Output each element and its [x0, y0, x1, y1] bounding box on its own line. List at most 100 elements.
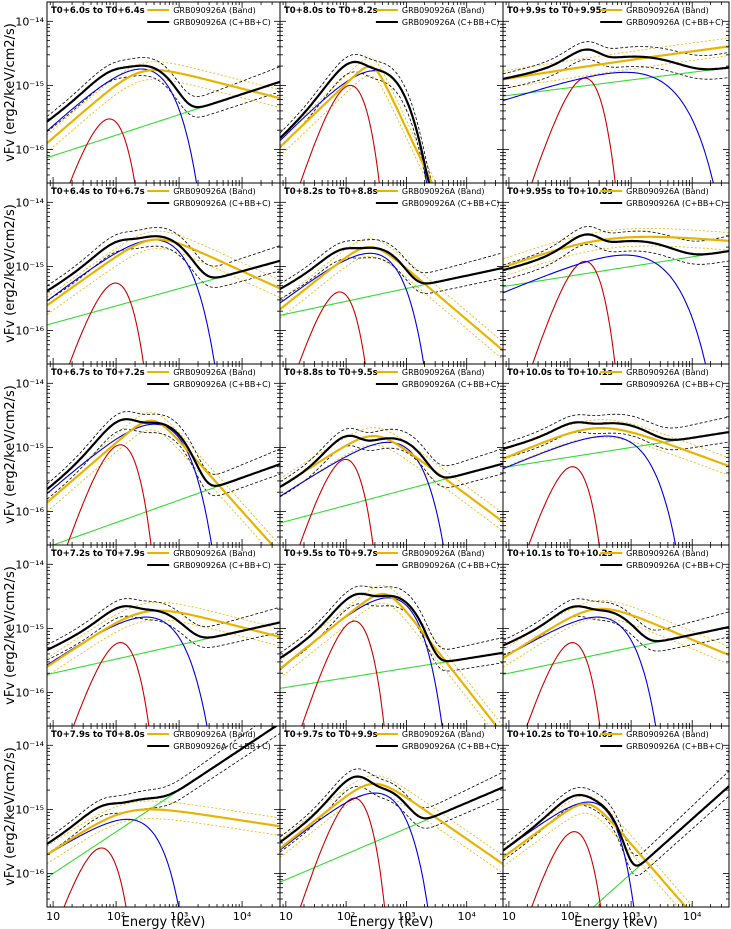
x-tick-label: 10²	[561, 910, 579, 923]
legend-label-band: GRB090926A (Band)	[173, 730, 256, 739]
blackbody-component	[526, 642, 601, 726]
model-upper-bound	[47, 227, 280, 287]
total-model-line	[280, 775, 503, 843]
total-model-line	[503, 605, 729, 647]
total-model-line	[280, 592, 503, 663]
model-upper-bound	[47, 57, 280, 117]
model-upper-bound	[47, 411, 280, 485]
model-lower-bound	[503, 59, 729, 90]
band-upper-bound	[47, 411, 280, 545]
model-lower-bound	[503, 795, 729, 876]
blackbody-component	[72, 642, 150, 726]
band-model-line	[503, 607, 729, 660]
band-lower-bound	[47, 429, 265, 545]
panel-frame	[279, 544, 504, 727]
x-axis-label: Energy (keV)	[350, 915, 434, 929]
total-model-line	[503, 421, 729, 450]
panel-frame	[502, 1, 730, 184]
blackbody-component	[299, 797, 386, 907]
y-axis-label: vFv (erg2/keV/cm2/s)	[3, 23, 18, 162]
legend-label-band: GRB090926A (Band)	[402, 187, 485, 196]
spectrum-panel: T0+10.2s to T0+10.6s GRB090926A (Band) GRB…	[502, 725, 730, 923]
panel-title: T0+10.1s to T0+10.2s	[507, 549, 613, 559]
legend-label-total: GRB090926A (C+BB+C)	[626, 742, 724, 751]
band-lower-bound	[280, 444, 503, 532]
band-model-line	[47, 808, 280, 856]
blackbody-component	[299, 84, 380, 183]
model-upper-bound	[280, 54, 433, 183]
legend-label-total: GRB090926A (C+BB+C)	[402, 199, 500, 208]
model-upper-bound	[280, 239, 503, 285]
cutoff-component	[503, 71, 714, 183]
band-upper-bound	[503, 795, 694, 907]
panel-title: T0+6.0s to T0+6.4s	[51, 6, 145, 16]
model-upper-bound	[503, 770, 729, 857]
y-tick-label: 10⁻¹⁴	[15, 377, 44, 390]
panel-title: T0+10.2s to T0+10.6s	[507, 730, 613, 740]
panel-title: T0+6.7s to T0+7.2s	[51, 368, 145, 378]
total-model-line	[503, 48, 729, 80]
x-axis-label: Energy (keV)	[122, 915, 206, 929]
model-lower-bound	[47, 75, 280, 132]
blackbody-component	[531, 77, 616, 183]
blackbody-component	[531, 831, 602, 907]
model-upper-bound	[280, 768, 503, 838]
legend-label-total: GRB090926A (C+BB+C)	[173, 561, 271, 570]
blackbody-component	[528, 466, 600, 545]
y-tick-label: 10⁻¹⁵	[15, 803, 44, 816]
panel-title: T0+9.5s to T0+9.7s	[284, 549, 378, 559]
band-lower-bound	[47, 818, 280, 865]
legend-label-total: GRB090926A (C+BB+C)	[402, 380, 500, 389]
legend-label-total: GRB090926A (C+BB+C)	[173, 742, 271, 751]
y-tick-label: 10⁻¹⁵	[15, 260, 44, 273]
y-axis-label: vFv (erg2/keV/cm2/s)	[3, 385, 18, 524]
model-lower-bound	[47, 245, 280, 302]
y-tick-label: 10⁻¹⁶	[15, 686, 44, 699]
legend-label-band: GRB090926A (Band)	[626, 368, 709, 377]
model-lower-bound	[280, 603, 503, 672]
band-model-line	[280, 782, 503, 865]
blackbody-component	[301, 620, 385, 726]
legend-label-total: GRB090926A (C+BB+C)	[402, 561, 500, 570]
panel-title: T0+10.0s to T0+10.1s	[507, 368, 613, 378]
blackbody-component	[299, 458, 374, 545]
x-tick-label: 10³	[397, 910, 415, 923]
band-lower-bound	[503, 617, 729, 668]
blackbody-component	[69, 118, 136, 183]
band-upper-bound	[280, 585, 503, 726]
band-upper-bound	[280, 57, 437, 183]
model-upper-bound	[47, 726, 257, 840]
y-axis-label: vFv (erg2/keV/cm2/s)	[3, 747, 18, 886]
total-model-line	[280, 60, 431, 183]
band-lower-bound	[503, 436, 729, 476]
model-lower-bound	[503, 431, 729, 460]
cutoff-component	[47, 68, 198, 183]
spectrum-panel: T0+6.0s to T0+6.4s GRB090926A (Band) GRB09…	[15, 1, 281, 184]
powerlaw-component	[592, 785, 729, 907]
band-model-line	[47, 609, 280, 668]
panel-frame	[46, 363, 281, 546]
band-lower-bound	[280, 792, 503, 874]
band-lower-bound	[47, 248, 280, 315]
y-axis-label: vFv (erg2/keV/cm2/s)	[3, 204, 18, 343]
cutoff-component	[503, 616, 657, 726]
blackbody-component	[298, 291, 366, 364]
legend-label-total: GRB090926A (C+BB+C)	[173, 380, 271, 389]
total-model-line	[280, 434, 503, 488]
spectrum-panel: T0+9.7s to T0+9.9s GRB090926A (Band) GRB09…	[279, 725, 504, 923]
legend-label-total: GRB090926A (C+BB+C)	[626, 561, 724, 570]
total-model-line	[47, 235, 280, 292]
band-model-line	[280, 592, 498, 726]
band-upper-bound	[47, 230, 280, 298]
band-upper-bound	[280, 427, 503, 514]
legend-label-band: GRB090926A (Band)	[173, 6, 256, 15]
legend-label-total: GRB090926A (C+BB+C)	[402, 18, 500, 27]
y-tick-label: 10⁻¹⁶	[15, 324, 44, 337]
spectrum-panel: T0+7.9s to T0+8.0s GRB090926A (Band) GRB09…	[15, 725, 281, 923]
band-lower-bound	[503, 245, 729, 277]
total-model-line	[280, 246, 503, 290]
model-lower-bound	[47, 428, 280, 500]
y-axis-label: vFv (erg2/keV/cm2/s)	[3, 566, 18, 705]
total-model-line	[47, 418, 280, 491]
panel-title: T0+6.4s to T0+6.7s	[51, 187, 145, 197]
